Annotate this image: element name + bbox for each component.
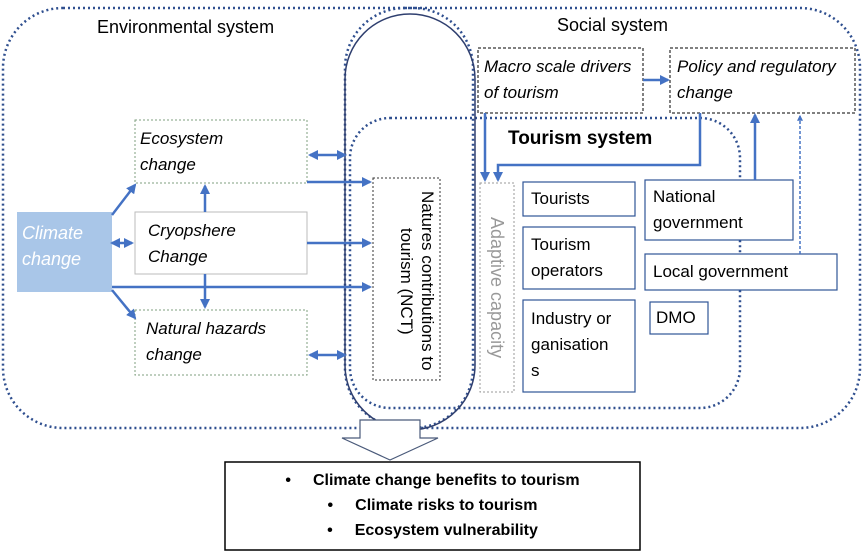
dmo-box — [649, 301, 709, 335]
environmental-system-boundary — [1, 6, 475, 430]
ecosystem-box — [134, 119, 308, 184]
climate-box — [17, 212, 112, 292]
label: Adaptive capacity — [487, 217, 507, 359]
tourism-system-boundary — [348, 116, 742, 410]
outcome: Climate risks to tourism — [225, 497, 640, 515]
arrow — [493, 113, 702, 182]
label: National government — [653, 187, 743, 232]
operators-box — [522, 226, 636, 290]
label: Ecosystem change — [140, 129, 224, 174]
policy-box — [669, 47, 856, 114]
label: Social system — [557, 15, 669, 35]
label: Natures contributions to tourism (NCT) — [397, 191, 437, 371]
social-system-boundary — [343, 6, 862, 430]
adaptive-box — [479, 182, 515, 393]
hazards-box — [134, 309, 308, 376]
label: Industry organisations — [531, 309, 612, 380]
label: Local government — [653, 262, 789, 281]
tourists-box — [522, 181, 636, 217]
cryosphere-box — [134, 211, 308, 275]
outcome: Ecosystem vulnerability — [225, 522, 640, 540]
label: Macro scale drivers of tourism — [484, 57, 632, 102]
label: DMO — [656, 308, 696, 327]
industry-box — [522, 299, 636, 393]
nct-box — [372, 177, 441, 381]
label: Natural hazards change — [146, 319, 267, 364]
down-arrow — [341, 419, 439, 461]
label: Tourists — [531, 189, 590, 208]
label: Tourism operators — [531, 235, 603, 280]
label: Policy and regulatory change — [677, 57, 836, 102]
label: Tourism system — [508, 128, 653, 149]
label: Environmental system — [97, 17, 275, 37]
label: Cryopshere Change — [148, 221, 236, 266]
macro-box — [477, 47, 644, 114]
arrow — [111, 183, 137, 216]
arrow — [111, 289, 137, 320]
national-box — [644, 179, 794, 241]
label: Climate change — [22, 223, 84, 269]
local-box — [644, 253, 838, 291]
outcome: Climate change benefits to tourism — [225, 472, 640, 490]
